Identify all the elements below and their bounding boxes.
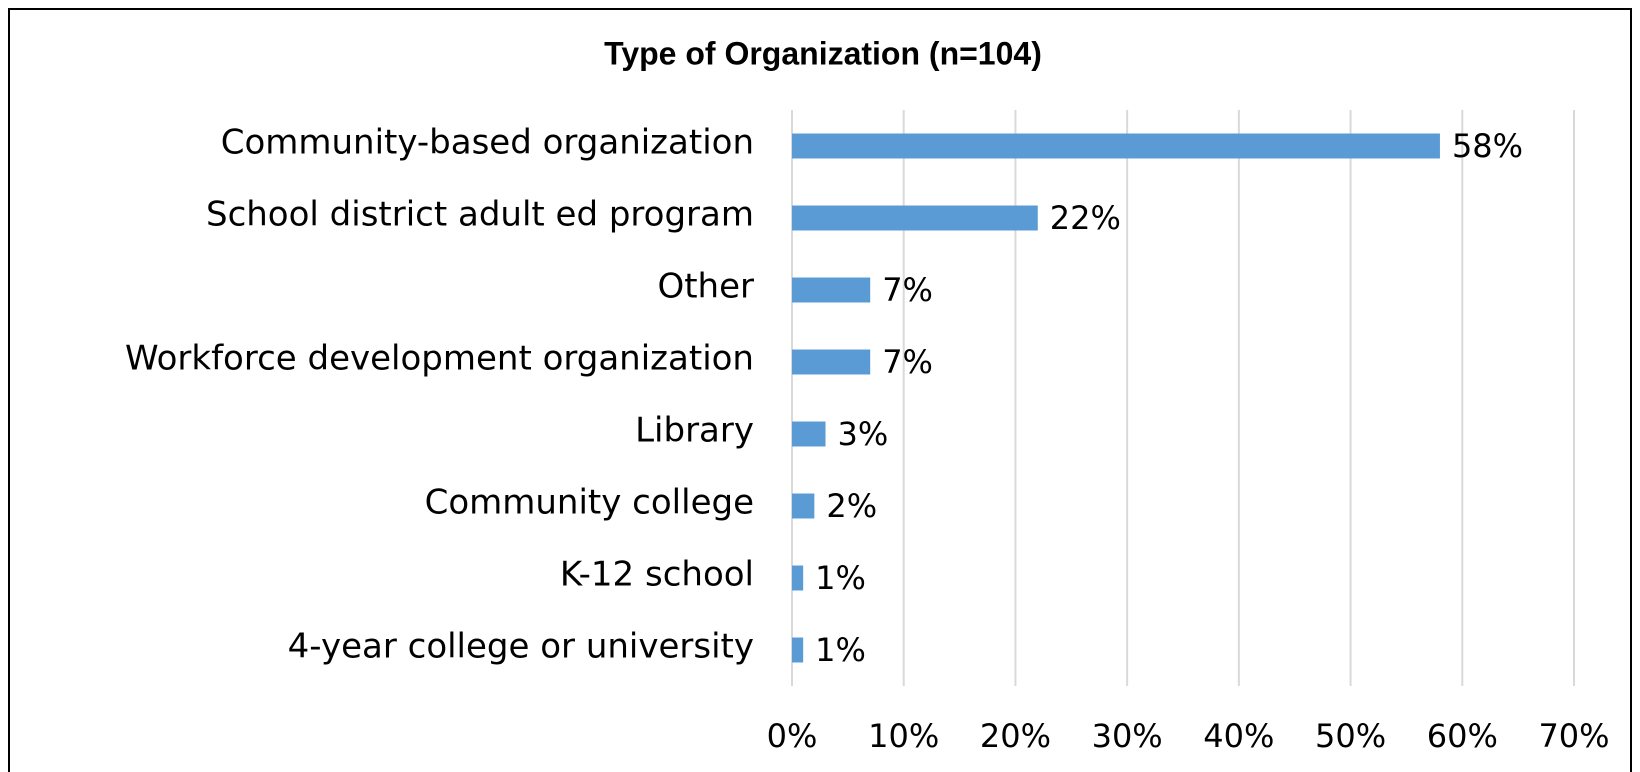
value-label: 1% bbox=[815, 631, 866, 669]
y-tick-label: Library bbox=[635, 411, 754, 451]
chart-border bbox=[8, 8, 1632, 772]
value-label: 22% bbox=[1050, 199, 1121, 237]
y-tick-label: Community college bbox=[425, 483, 754, 523]
bar bbox=[792, 421, 826, 447]
y-tick-label: School district adult ed program bbox=[206, 195, 754, 235]
value-label: 2% bbox=[826, 487, 877, 525]
x-tick-label: 40% bbox=[1203, 717, 1274, 755]
y-tick-label: 4-year college or university bbox=[288, 627, 754, 667]
y-tick-label: Other bbox=[657, 267, 754, 307]
value-label: 7% bbox=[882, 343, 933, 381]
x-tick-label: 30% bbox=[1092, 717, 1163, 755]
x-tick-label: 70% bbox=[1538, 717, 1609, 755]
value-label: 1% bbox=[815, 559, 866, 597]
x-tick-label: 20% bbox=[980, 717, 1051, 755]
y-tick-label: K-12 school bbox=[560, 555, 754, 595]
bar bbox=[792, 349, 871, 375]
x-tick-label: 50% bbox=[1315, 717, 1386, 755]
y-tick-label: Workforce development organization bbox=[125, 339, 754, 379]
bar bbox=[792, 493, 815, 519]
value-label: 3% bbox=[838, 415, 889, 453]
bar bbox=[792, 205, 1038, 231]
bar bbox=[792, 133, 1440, 159]
x-tick-label: 10% bbox=[868, 717, 939, 755]
bar bbox=[792, 637, 804, 663]
chart-title: Type of Organization (n=104) bbox=[604, 35, 1042, 71]
value-label: 7% bbox=[882, 271, 933, 309]
bar bbox=[792, 277, 871, 303]
x-tick-label: 60% bbox=[1427, 717, 1498, 755]
bar bbox=[792, 565, 804, 591]
value-label: 58% bbox=[1452, 127, 1523, 165]
x-tick-label: 0% bbox=[767, 717, 818, 755]
y-tick-label: Community-based organization bbox=[221, 123, 754, 163]
